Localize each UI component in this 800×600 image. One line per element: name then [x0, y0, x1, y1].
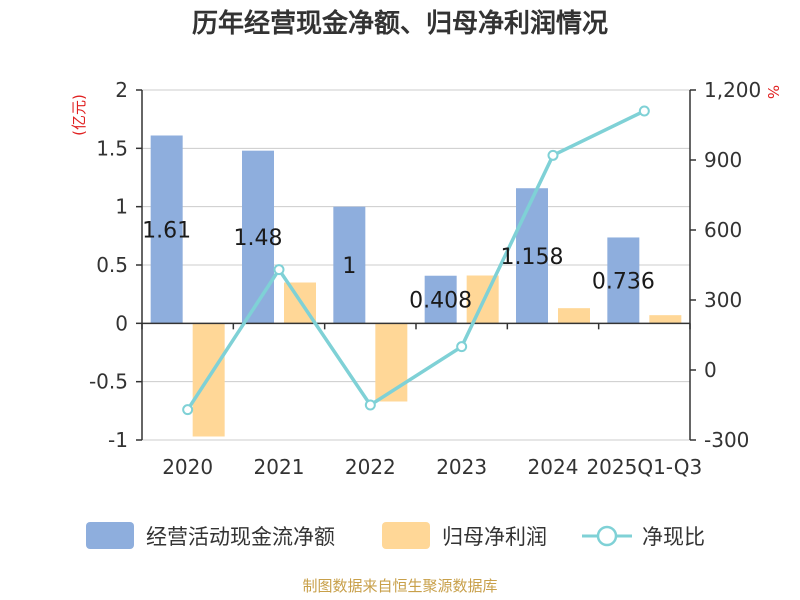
- x-tick-label: 2020: [162, 455, 213, 479]
- right-tick-label: 0: [704, 358, 717, 382]
- ratio-point: [364, 399, 376, 411]
- bar-value-label: 1.61: [142, 218, 191, 243]
- axes: [136, 89, 696, 441]
- x-tick-label: 2023: [436, 455, 487, 479]
- ratio-point: [456, 341, 468, 353]
- x-tick-label: 2022: [345, 455, 396, 479]
- left-tick-label: 1.5: [96, 136, 128, 160]
- bar-netprofit-2022: [375, 323, 408, 402]
- bar-value-label: 1: [342, 254, 356, 279]
- ratio-point: [273, 264, 285, 276]
- tick-labels: 2 1.5 1 0.5 0 -0.5 -1 1,200 900 600 300 0 -300 (亿元)% 2…: [70, 78, 782, 479]
- bar-cashflow-2023: [424, 275, 457, 324]
- bar-value-label: 0.736: [592, 269, 655, 294]
- bar-cashflow-2024: [516, 188, 548, 324]
- right-tick-label: -300: [704, 428, 749, 452]
- x-tick-label: 2024: [528, 455, 579, 479]
- left-axis-unit: (亿元): [70, 94, 88, 136]
- x-tick-label: 2025Q1-Q3: [586, 455, 702, 479]
- legend-swatch-netprofit: [382, 522, 430, 549]
- gridlines: [142, 89, 690, 441]
- bars: [150, 135, 682, 437]
- bar-cashflow-2022: [333, 206, 366, 324]
- ratio-line: [182, 105, 650, 416]
- right-tick-label: 900: [704, 148, 742, 172]
- chart-title: 历年经营现金净额、归母净利润情况: [192, 8, 608, 39]
- left-tick-label: 0: [115, 311, 128, 335]
- bar-value-label: 0.408: [409, 289, 472, 314]
- x-tick-label: 2021: [254, 455, 305, 479]
- bar-value-label: 1.48: [234, 226, 283, 251]
- left-tick-label: -0.5: [89, 370, 128, 394]
- left-tick-label: -1: [108, 428, 128, 452]
- bar-labels: 1.61 1.48 1 0.408 1.158 0.736: [142, 218, 655, 313]
- bar-netprofit-2025Q1-Q3: [649, 315, 682, 324]
- legend-swatch-cashflow: [86, 522, 134, 549]
- left-tick-label: 0.5: [96, 253, 128, 277]
- ratio-point: [547, 149, 559, 161]
- legend-label-ratio: 净现比: [642, 525, 705, 549]
- legend: 经营活动现金流净额 归母净利润 净现比: [86, 522, 705, 549]
- right-tick-label: 600: [704, 218, 742, 242]
- left-tick-label: 1: [115, 195, 128, 219]
- right-tick-label: 300: [704, 288, 742, 312]
- left-tick-label: 2: [115, 78, 128, 102]
- right-tick-label: 1,200: [704, 78, 761, 102]
- legend-label-netprofit: 归母净利润: [442, 525, 547, 549]
- legend-label-cashflow: 经营活动现金流净额: [146, 525, 335, 549]
- source-note: 制图数据来自恒生聚源数据库: [302, 577, 497, 595]
- ratio-point: [638, 105, 650, 117]
- bar-netprofit-2024: [558, 308, 590, 324]
- bar-value-label: 1.158: [501, 245, 564, 270]
- bar-cashflow-2020: [150, 135, 183, 324]
- legend-swatch-ratio-marker: [596, 525, 618, 547]
- right-axis-unit: %: [764, 85, 782, 99]
- bar-cashflow-2025Q1-Q3: [607, 237, 640, 324]
- ratio-point: [182, 404, 194, 416]
- bar-cashflow-2021: [242, 150, 274, 324]
- ratio-series-line: [186, 109, 646, 411]
